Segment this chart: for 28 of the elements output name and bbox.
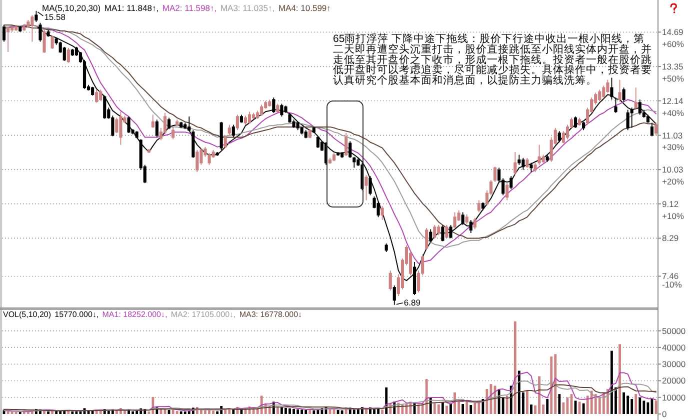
annotation: 6.89 [404, 297, 421, 308]
legend: 15770.000↓, MA1: 18252.000↓, MA2: 17105.000↓, MA3: 16778.000↓ [54, 310, 302, 320]
y-tick-label: 13.35 [662, 62, 684, 72]
chart-title: MA(5,10,20,30) [42, 2, 101, 13]
y-tick-label: 11.03 [662, 130, 683, 140]
note: 65雨打浮萍 下降中途下拖线：股价下行途中收出一根小阳线，第二天即再遭空头沉重打击，股价直接跳低至小阳线实体内开盘，并走低至其开盘价之下收市，形成一根下拖线。投资者一般在股价跳低开盘时可以考虑追卖，尽可能减少损失。具体操作中，投资者要认真研究个股基本面和消息面，以提防主力骗线洗筹。 [333, 33, 652, 87]
y-tick-label: 50000 [662, 326, 686, 336]
y-tick-label: 0 [662, 409, 667, 419]
annotation: 15.58 [44, 12, 66, 22]
y-tick-label: 7.46 [662, 271, 679, 282]
chart-title: VOL(5,10,20) [3, 310, 52, 320]
y-tick-label: 9.12 [662, 198, 679, 209]
y2-tick-label: +10% [662, 210, 684, 221]
y-tick-label: 10000 [662, 392, 686, 402]
y2-tick-label: +50% [662, 74, 684, 84]
y-tick-label: 30000 [662, 359, 686, 370]
y2-tick-label: +60% [662, 39, 684, 50]
legend: MA1: 11.848↑, MA2: 11.598↑, MA3: 11.035↑, MA4: 10.599↑ [104, 2, 331, 13]
y-tick-label: 20000 [662, 376, 686, 386]
y-tick-label: 12.14 [662, 96, 684, 106]
y-tick-label: 40000 [662, 342, 686, 352]
y2-tick-label: +20% [662, 176, 684, 187]
y2-tick-label: -10% [662, 280, 682, 290]
y-tick-label: 14.69 [662, 27, 684, 38]
y2-tick-label: +40% [662, 108, 684, 118]
y-tick-label: 8.29 [662, 233, 679, 244]
y2-tick-label: +30% [662, 142, 684, 152]
y-tick-label: 10.03 [662, 164, 684, 175]
